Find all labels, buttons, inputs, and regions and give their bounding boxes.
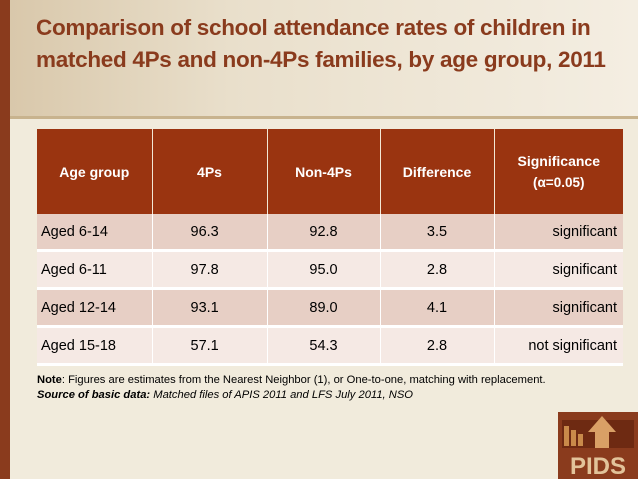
note-line: Note: Figures are estimates from the Nea… [37,373,627,388]
cell-4ps: 93.1 [152,288,268,328]
table-row: Aged 15-18 57.1 54.3 2.8 not significant [37,326,623,366]
title-divider [10,116,638,119]
note-label: Note [37,374,62,386]
attendance-table: Age group 4Ps Non-4Ps Difference Signifi… [37,129,623,366]
table-row: Aged 6-14 96.3 92.8 3.5 significant [37,214,623,252]
cell-4ps: 97.8 [152,250,268,290]
cell-non-4ps: 92.8 [267,214,381,252]
cell-4ps: 96.3 [152,214,268,252]
slide-title: Comparison of school attendance rates of… [36,15,606,72]
cell-significance: significant [494,214,623,252]
cell-significance: significant [494,250,623,290]
cell-non-4ps: 95.0 [267,250,381,290]
table-header-row: Age group 4Ps Non-4Ps Difference Signifi… [37,129,623,214]
cell-difference: 2.8 [380,326,495,366]
cell-non-4ps: 89.0 [267,288,381,328]
header-age-group: Age group [37,129,153,214]
cell-significance: not significant [494,326,623,366]
left-accent-bar [0,0,10,479]
cell-non-4ps: 54.3 [267,326,381,366]
header-4ps: 4Ps [152,129,268,214]
cell-difference: 4.1 [380,288,495,328]
cell-difference: 3.5 [380,214,495,252]
title-area [10,0,638,116]
cell-difference: 2.8 [380,250,495,290]
pids-logo-icon: PIDS [562,416,634,479]
header-significance: Significance (α=0.05) [494,129,623,214]
footnotes: Note: Figures are estimates from the Nea… [37,373,627,403]
header-significance-label: Significance [517,153,600,169]
source-label: Source of basic data: [37,389,151,401]
cell-age-group: Aged 15-18 [37,326,153,366]
table-row: Aged 12-14 93.1 89.0 4.1 significant [37,288,623,328]
cell-significance: significant [494,288,623,328]
header-difference: Difference [380,129,495,214]
cell-age-group: Aged 6-14 [37,214,153,252]
pids-logo: PIDS [558,412,638,479]
cell-4ps: 57.1 [152,326,268,366]
note-text: : Figures are estimates from the Nearest… [61,374,546,386]
source-text: Matched files of APIS 2011 and LFS July … [150,389,413,401]
source-line: Source of basic data: Matched files of A… [37,388,627,403]
header-significance-alpha: (α=0.05) [533,175,585,190]
cell-age-group: Aged 6-11 [37,250,153,290]
logo-text: PIDS [570,453,626,479]
header-non-4ps: Non-4Ps [267,129,381,214]
cell-age-group: Aged 12-14 [37,288,153,328]
table-container: Age group 4Ps Non-4Ps Difference Signifi… [37,129,623,366]
table-row: Aged 6-11 97.8 95.0 2.8 significant [37,250,623,290]
